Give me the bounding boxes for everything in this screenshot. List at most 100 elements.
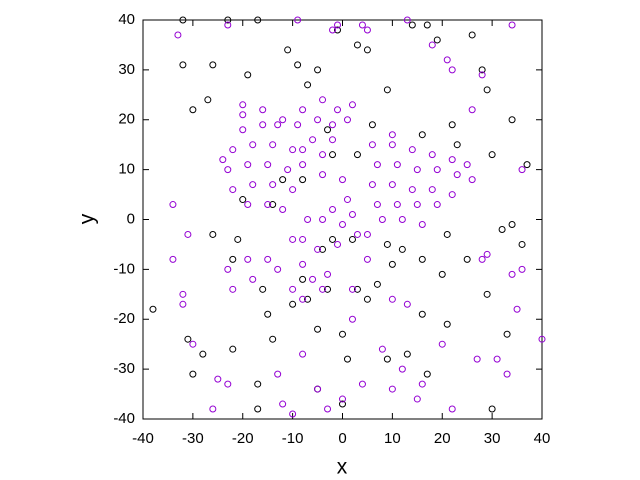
x-tick-label: 40 — [534, 430, 551, 447]
point — [413, 201, 421, 209]
point — [373, 201, 381, 209]
point — [408, 21, 416, 29]
point — [254, 405, 262, 413]
point — [448, 405, 456, 413]
point — [294, 121, 302, 129]
x-tick-label: 0 — [338, 430, 346, 447]
point — [179, 290, 187, 298]
point — [324, 285, 332, 293]
point — [403, 16, 411, 24]
point — [413, 395, 421, 403]
point — [299, 146, 307, 154]
point — [309, 136, 317, 144]
point — [518, 265, 526, 273]
point — [244, 161, 252, 169]
point — [224, 166, 232, 174]
y-tick-label: -30 — [113, 360, 135, 377]
point — [358, 380, 366, 388]
point — [329, 136, 337, 144]
point — [398, 365, 406, 373]
point — [448, 121, 456, 129]
point — [314, 325, 322, 333]
point — [503, 370, 511, 378]
point — [259, 285, 267, 293]
point — [483, 290, 491, 298]
point — [299, 260, 307, 268]
point — [363, 26, 371, 34]
point — [289, 186, 297, 194]
point — [478, 71, 486, 79]
point — [428, 186, 436, 194]
point — [319, 285, 327, 293]
point — [214, 375, 222, 383]
point — [498, 225, 506, 233]
point — [478, 66, 486, 74]
point — [378, 345, 386, 353]
point — [483, 86, 491, 94]
point — [249, 181, 257, 189]
point — [274, 265, 282, 273]
point — [239, 196, 247, 204]
point — [284, 46, 292, 54]
point — [284, 166, 292, 174]
point — [324, 126, 332, 134]
point — [443, 230, 451, 238]
point — [348, 315, 356, 323]
point — [513, 305, 521, 313]
point — [339, 176, 346, 184]
point — [483, 250, 491, 258]
point — [428, 41, 436, 49]
point — [184, 335, 192, 343]
point — [264, 161, 272, 169]
y-tick-label: 20 — [118, 111, 135, 128]
point — [363, 230, 371, 238]
point — [339, 330, 346, 338]
point — [299, 350, 307, 358]
point — [398, 245, 406, 253]
point — [339, 395, 346, 403]
x-tick-label: -20 — [232, 430, 254, 447]
point — [189, 340, 197, 348]
point — [249, 275, 257, 283]
y-tick-label: 10 — [118, 161, 135, 178]
point — [488, 405, 496, 413]
point — [413, 166, 421, 174]
point — [244, 71, 252, 79]
point — [433, 166, 441, 174]
point — [244, 255, 252, 263]
point — [353, 151, 361, 159]
point — [174, 31, 182, 39]
point — [353, 230, 361, 238]
point — [204, 96, 212, 104]
point — [219, 156, 227, 164]
point — [348, 101, 356, 109]
point — [388, 131, 396, 139]
point — [299, 295, 307, 303]
point — [274, 121, 282, 129]
point — [443, 320, 451, 328]
point — [468, 106, 476, 114]
point — [229, 345, 237, 353]
point — [319, 171, 327, 179]
y-tick-label: -40 — [113, 410, 135, 427]
x-tick-label: 20 — [434, 430, 451, 447]
point — [488, 151, 496, 159]
point — [149, 305, 157, 313]
point — [398, 216, 406, 223]
point — [443, 56, 451, 64]
point — [304, 295, 312, 303]
point — [353, 41, 361, 49]
point — [229, 146, 237, 154]
point — [503, 330, 511, 338]
point — [279, 176, 287, 184]
point — [383, 86, 391, 94]
point — [314, 385, 322, 393]
point — [319, 151, 327, 159]
point — [363, 46, 371, 54]
point — [493, 355, 501, 363]
point — [289, 235, 297, 243]
point — [319, 245, 327, 253]
point — [184, 230, 192, 238]
point — [299, 275, 307, 283]
point — [463, 161, 471, 169]
